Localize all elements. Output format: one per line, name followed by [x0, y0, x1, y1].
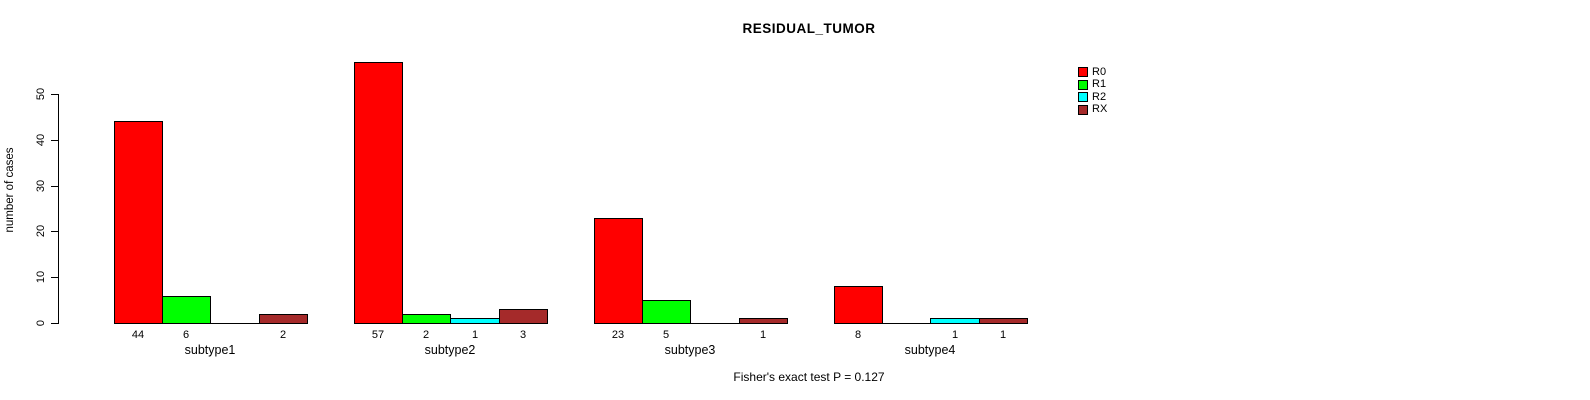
legend-swatch-RX — [1078, 104, 1088, 115]
y-axis-tick — [51, 323, 58, 324]
legend-swatch-R2 — [1078, 92, 1088, 103]
legend-item-R2: R2 — [1078, 91, 1107, 104]
bar-subtype1-RX — [259, 314, 308, 324]
legend-label-R1: R1 — [1092, 78, 1107, 91]
category-label-subtype4: subtype4 — [904, 343, 956, 357]
y-axis-tick-label: 30 — [35, 179, 47, 193]
y-axis-tick-label: 50 — [35, 87, 47, 101]
y-axis-tick — [51, 277, 58, 278]
legend-label-R0: R0 — [1092, 65, 1107, 78]
fisher-test-annotation: Fisher's exact test P = 0.127 — [733, 370, 885, 384]
bar-subtype4-RX — [979, 318, 1028, 324]
category-label-subtype2: subtype2 — [424, 343, 476, 357]
bar-subtype2-RX — [499, 309, 548, 324]
y-axis-line — [58, 94, 59, 324]
bar-subtype4-R0 — [834, 286, 883, 324]
bar-subtype1-R0 — [114, 121, 163, 324]
bar-value-label: 1 — [759, 329, 767, 341]
bar-subtype2-R0 — [354, 62, 403, 324]
bar-subtype2-R2 — [450, 318, 500, 324]
chart-title: RESIDUAL_TUMOR — [742, 21, 876, 36]
legend-item-R1: R1 — [1078, 79, 1107, 92]
legend-swatch-R1 — [1078, 79, 1088, 90]
y-axis-tick-label: 10 — [35, 270, 47, 284]
bar-subtype3-RX — [739, 318, 788, 324]
legend-swatch-R0 — [1078, 67, 1088, 78]
bar-value-label: 44 — [131, 329, 145, 341]
bar-value-label: 1 — [951, 329, 959, 341]
bar-value-label: 6 — [182, 329, 190, 341]
bar-subtype2-R1 — [402, 314, 451, 324]
y-axis-tick-label: 40 — [35, 133, 47, 147]
legend-label-RX: RX — [1092, 103, 1108, 116]
bar-subtype3-R1 — [642, 300, 691, 324]
y-axis-tick — [51, 140, 58, 141]
bar-value-label: 8 — [854, 329, 862, 341]
y-axis-tick — [51, 186, 58, 187]
legend-item-RX: RX — [1078, 104, 1107, 117]
y-axis-tick — [51, 231, 58, 232]
bar-zero-subtype1-R2 — [210, 323, 260, 324]
bar-value-label: 5 — [662, 329, 670, 341]
bar-value-label: 23 — [611, 329, 625, 341]
bar-subtype3-R0 — [594, 218, 643, 324]
bar-value-label: 57 — [371, 329, 385, 341]
legend: R0 R1 R2 RX — [1078, 66, 1107, 116]
y-axis-tick-label: 20 — [35, 224, 47, 238]
bar-zero-subtype3-R2 — [690, 323, 740, 324]
category-label-subtype3: subtype3 — [664, 343, 716, 357]
bar-value-label: 1 — [999, 329, 1007, 341]
bar-zero-subtype4-R1 — [882, 323, 931, 324]
legend-item-R0: R0 — [1078, 66, 1107, 79]
bar-subtype1-R1 — [162, 296, 211, 324]
bar-value-label: 2 — [279, 329, 287, 341]
legend-label-R2: R2 — [1092, 90, 1107, 103]
category-label-subtype1: subtype1 — [184, 343, 236, 357]
bar-value-label: 2 — [422, 329, 430, 341]
y-axis-tick — [51, 94, 58, 95]
bar-value-label: 1 — [471, 329, 479, 341]
bar-value-label: 3 — [519, 329, 527, 341]
bar-subtype4-R2 — [930, 318, 980, 324]
y-axis-tick-label: 0 — [35, 319, 47, 327]
